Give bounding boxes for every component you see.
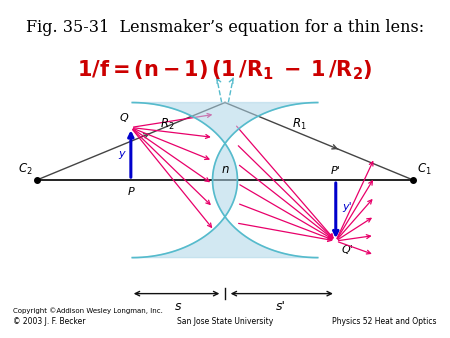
Text: $C_2$: $C_2$ <box>18 162 32 177</box>
Text: $R_1$: $R_1$ <box>292 117 307 132</box>
Text: $\mathbf{1 / f = (n - 1)\,(1\,/R_1\;-\;1\,/R_2)}$: $\mathbf{1 / f = (n - 1)\,(1\,/R_1\;-\;1… <box>77 59 373 82</box>
Text: Copyright ©Addison Wesley Longman, Inc.: Copyright ©Addison Wesley Longman, Inc. <box>14 307 163 314</box>
Text: Q': Q' <box>341 245 353 255</box>
Text: s': s' <box>275 300 285 313</box>
Text: y: y <box>119 149 125 159</box>
Text: $R_2$: $R_2$ <box>160 117 174 132</box>
Text: y': y' <box>343 202 352 213</box>
Text: Q: Q <box>119 113 128 123</box>
Text: s: s <box>175 300 181 313</box>
Text: n: n <box>221 163 229 175</box>
Text: Physics 52 Heat and Optics: Physics 52 Heat and Optics <box>332 317 436 326</box>
Text: San Jose State University: San Jose State University <box>177 317 273 326</box>
Text: $C_1$: $C_1$ <box>418 162 432 177</box>
Text: P': P' <box>331 166 341 176</box>
Text: Fig. 35-31  Lensmaker’s equation for a thin lens:: Fig. 35-31 Lensmaker’s equation for a th… <box>26 19 424 35</box>
Text: © 2003 J. F. Becker: © 2003 J. F. Becker <box>14 317 86 326</box>
Text: P: P <box>127 187 134 197</box>
Polygon shape <box>132 102 318 258</box>
